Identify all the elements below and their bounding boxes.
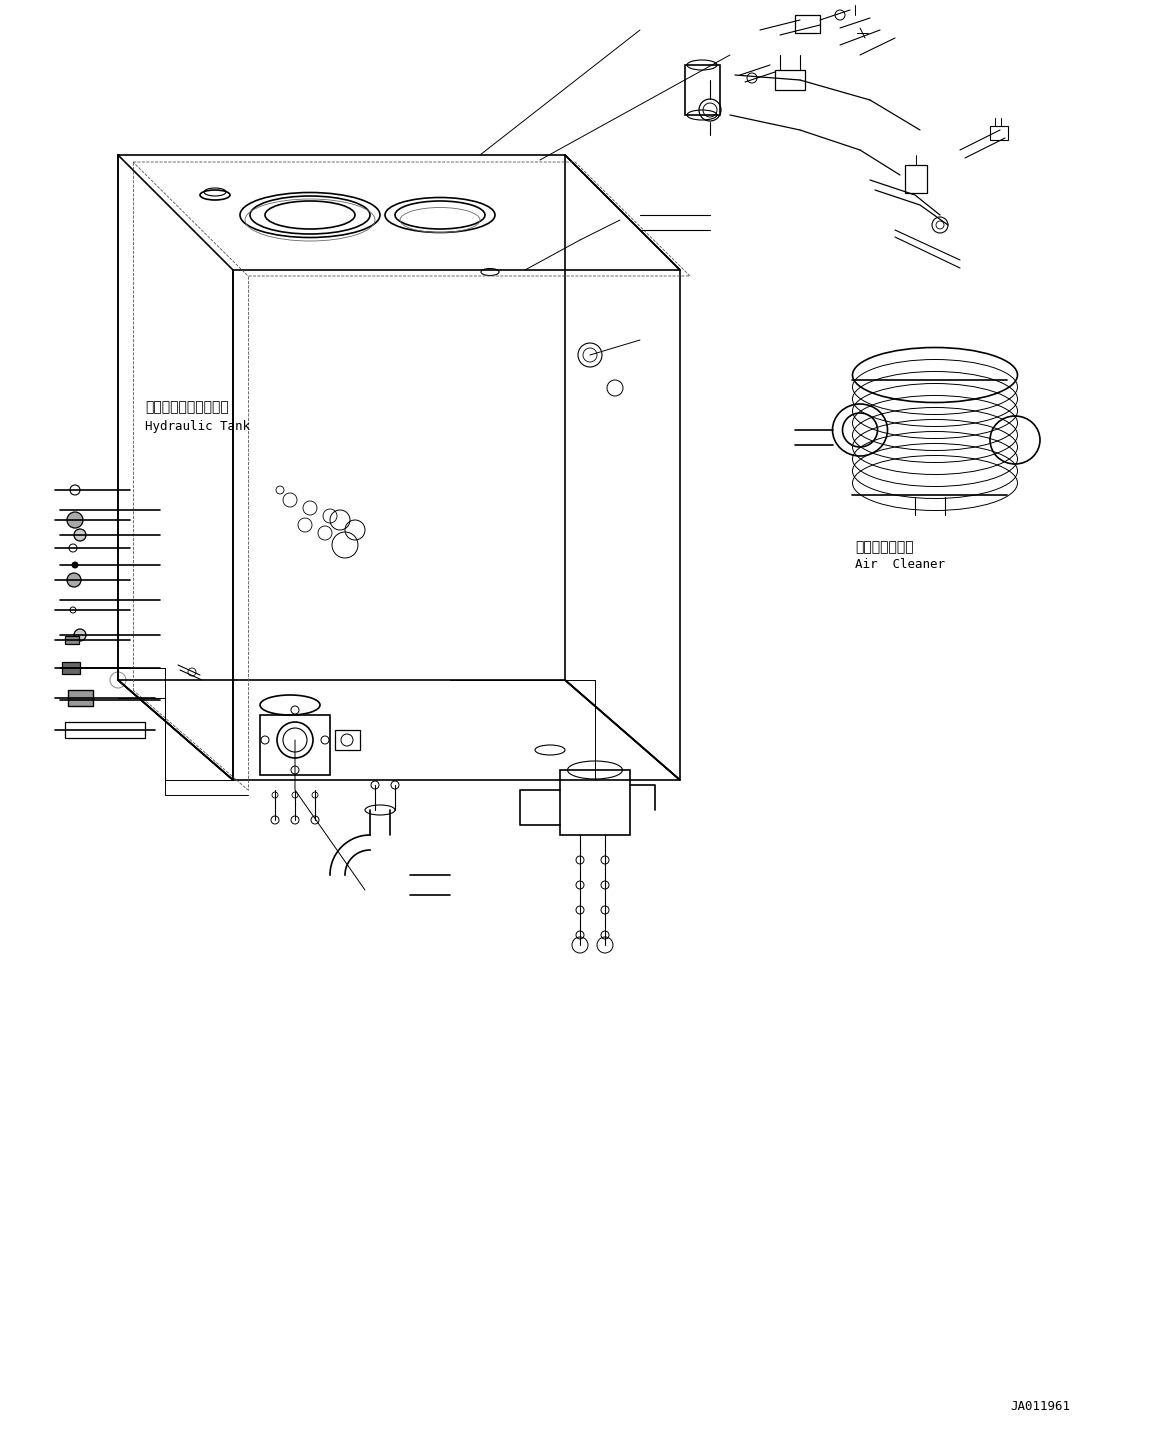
Circle shape: [72, 664, 78, 672]
Circle shape: [74, 529, 86, 540]
Text: ハイドロリックタンク: ハイドロリックタンク: [145, 401, 229, 414]
Bar: [775, 71, 805, 89]
Bar: [795, 14, 820, 33]
Bar: [67, 690, 93, 706]
Circle shape: [67, 512, 83, 527]
Bar: [261, 715, 330, 775]
Circle shape: [72, 562, 78, 568]
Bar: [62, 661, 80, 674]
Circle shape: [67, 574, 81, 586]
Bar: [65, 635, 79, 644]
Text: エアークリーナ: エアークリーナ: [855, 540, 914, 553]
Circle shape: [74, 630, 86, 641]
Bar: [685, 65, 720, 115]
Bar: [990, 125, 1008, 140]
Text: Air  Cleaner: Air Cleaner: [855, 558, 946, 571]
Bar: [561, 769, 630, 834]
Bar: [905, 166, 927, 193]
Text: JA011961: JA011961: [1009, 1401, 1070, 1414]
Text: Hydraulic Tank: Hydraulic Tank: [145, 419, 250, 432]
Bar: [65, 722, 145, 738]
Bar: [335, 731, 361, 749]
